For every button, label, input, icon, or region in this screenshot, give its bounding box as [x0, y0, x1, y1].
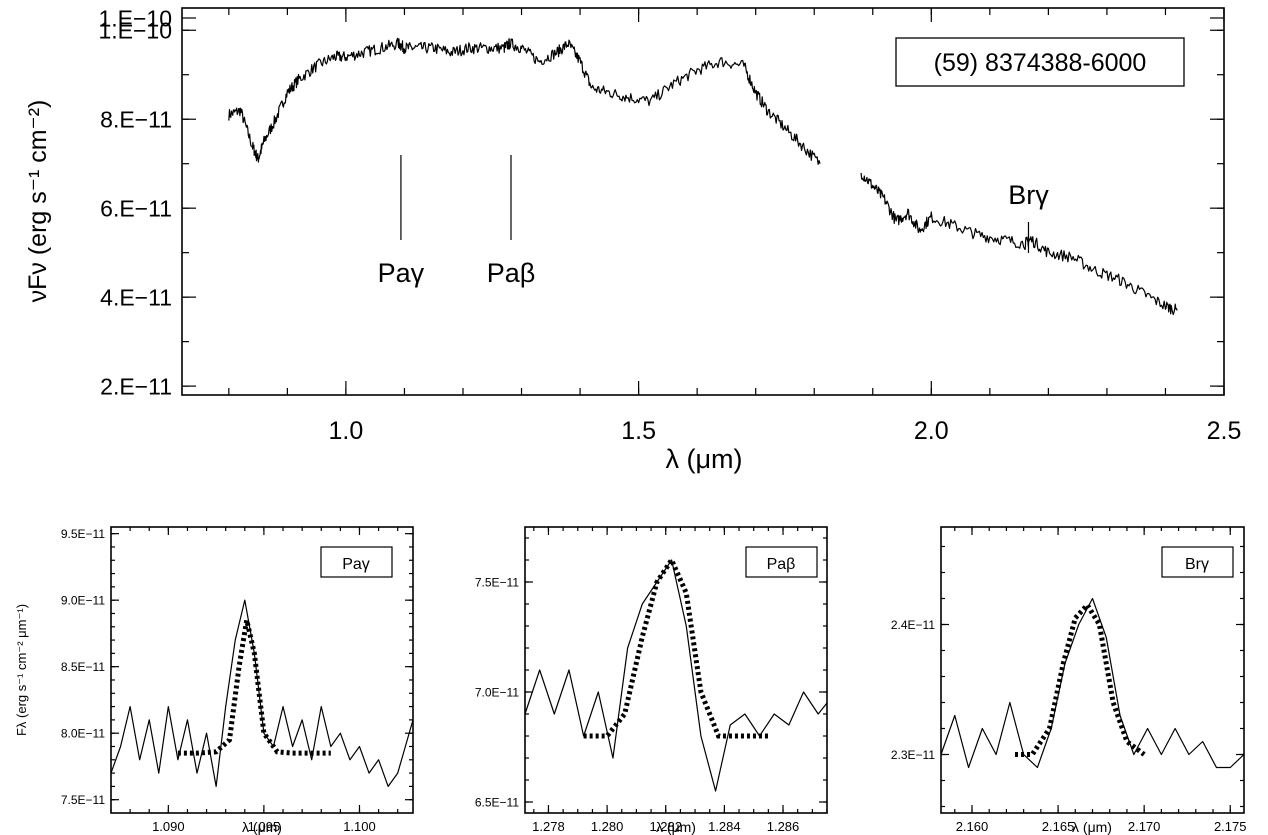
pabeta-x-axis-label: λ (μm) — [656, 819, 696, 835]
main-plot-frame — [181, 7, 1225, 396]
main-spectrum-panel: (59) 8374388-6000 λ (μm) νFν (erg s⁻¹ cm… — [24, 5, 1241, 474]
main-x-tick-label: 1.5 — [621, 417, 656, 445]
brgamma-x-tick-label: 2.160 — [956, 819, 989, 834]
pagamma-x-axis-label: λ (μm) — [242, 819, 282, 835]
main-y-tick-label: 2.E−11 — [100, 373, 172, 399]
brgamma-y-tick-label: 2.4E−11 — [891, 618, 935, 632]
line-marker-label: Paβ — [487, 258, 536, 288]
pabeta-gaussian-fit — [583, 554, 769, 739]
bottom-y-axis-label: Fλ (erg s⁻¹ cm⁻² μm⁻¹) — [14, 604, 29, 736]
main-y-axis-label: νFν (erg s⁻¹ cm⁻²) — [24, 100, 52, 303]
brgamma-x-axis-label: λ (μm) — [1072, 819, 1112, 835]
main-x-tick-label: 2.0 — [914, 417, 949, 445]
main-y-tick-label: 1.E−10 — [98, 5, 172, 31]
pabeta-y-tick-label: 6.5E−11 — [475, 795, 519, 809]
pabeta-label: Paβ — [767, 556, 796, 573]
legend-box — [895, 37, 1185, 87]
pagamma-label-box — [320, 546, 393, 578]
brgamma-label: Brγ — [1185, 556, 1209, 573]
pabeta-spectrum — [524, 559, 828, 792]
pagamma-x-tick-label: 1.090 — [152, 819, 185, 834]
pagamma-y-tick-label: 8.0E−11 — [61, 727, 105, 741]
pagamma-x-tick-label: 1.100 — [343, 819, 376, 834]
pabeta-x-tick-label: 1.282 — [649, 819, 682, 834]
brgamma-spectrum — [940, 597, 1245, 769]
pagamma-y-tick-label: 9.0E−11 — [61, 593, 105, 607]
pabeta-x-tick-label: 1.284 — [708, 819, 741, 834]
brgamma-x-tick-label: 2.170 — [1128, 819, 1161, 834]
brgamma-gaussian-fit — [1015, 600, 1146, 757]
main-y-tick-label: 6.E−11 — [100, 195, 172, 221]
main-x-tick-label: 1.0 — [329, 417, 364, 445]
line-marker-label: Paγ — [378, 258, 425, 288]
pabeta-x-tick-label: 1.286 — [767, 819, 800, 834]
pabeta-x-tick-label: 1.280 — [591, 819, 624, 834]
pagamma-y-tick-label: 9.5E−11 — [61, 527, 105, 541]
brgamma-label-box — [1161, 546, 1234, 578]
pabeta-x-tick-label: 1.278 — [532, 819, 565, 834]
main-y-tick-label: 1.E−10 — [98, 18, 172, 44]
spectrum-segment-2 — [860, 172, 1178, 316]
pabeta-y-tick-label: 7.5E−11 — [475, 575, 519, 589]
pagamma-plot-frame — [110, 526, 414, 814]
pagamma-label: Paγ — [342, 556, 370, 573]
pagamma-y-tick-label: 8.5E−11 — [61, 660, 105, 674]
brgamma-zoom-panel: Brγ λ (μm) 2.160 2.165 2.170 2.175 2.3E−11 2.… — [891, 526, 1247, 835]
pabeta-zoom-panel: Paβ λ (μm) 1.278 1.280 1.282 1.284 1.286 6.5E… — [475, 526, 828, 835]
spectrum-segment-1 — [228, 37, 821, 165]
pagamma-gaussian-fit — [177, 619, 331, 756]
line-marker-label: Brγ — [1008, 180, 1049, 210]
legend-text: (59) 8374388-6000 — [934, 49, 1147, 77]
pabeta-label-box — [745, 546, 818, 578]
pagamma-x-tick-label: 1.095 — [248, 819, 281, 834]
brgamma-x-tick-label: 2.175 — [1214, 819, 1247, 834]
main-x-axis-label: λ (μm) — [665, 444, 742, 474]
main-y-tick-label: 4.E−11 — [100, 284, 172, 310]
brgamma-y-tick-label: 2.3E−11 — [891, 748, 935, 762]
pagamma-zoom-panel: Paγ λ (μm) Fλ (erg s⁻¹ cm⁻² μm⁻¹) 1.090 1… — [14, 526, 414, 835]
brgamma-x-tick-label: 2.165 — [1042, 819, 1075, 834]
pabeta-y-tick-label: 7.0E−11 — [475, 685, 519, 699]
main-y-tick-label: 8.E−11 — [100, 106, 172, 132]
pagamma-spectrum — [110, 599, 414, 787]
pagamma-y-tick-label: 7.5E−11 — [61, 793, 105, 807]
main-x-tick-label: 2.5 — [1207, 417, 1242, 445]
